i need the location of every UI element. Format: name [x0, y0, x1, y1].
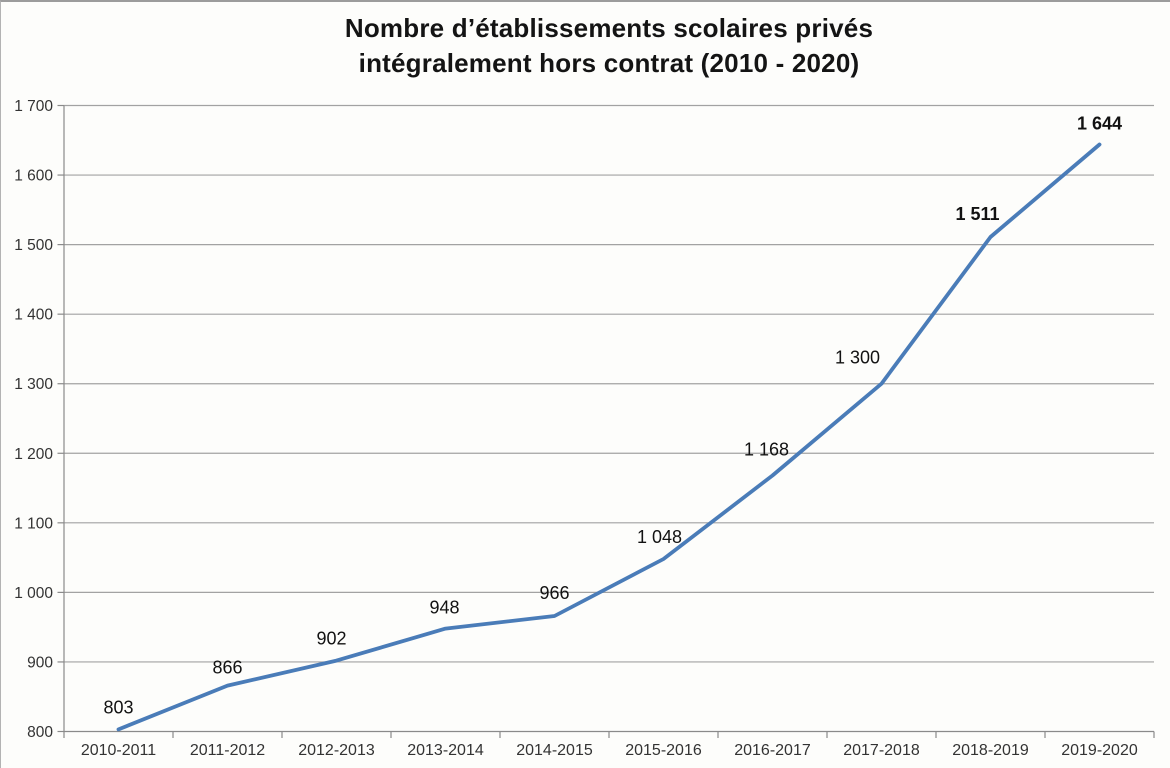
- data-point-label: 948: [429, 598, 459, 618]
- y-tick-label: 1 600: [14, 168, 53, 185]
- chart-title: Nombre d’établissements scolaires privés…: [64, 11, 1154, 81]
- y-tick-label: 800: [27, 724, 53, 741]
- x-tick-label: 2010-2011: [81, 742, 156, 759]
- x-tick-label: 2014-2015: [516, 742, 593, 759]
- series-line: [116, 142, 1102, 732]
- data-point-label: 966: [539, 583, 569, 603]
- data-point-label: 1 644: [1077, 113, 1122, 133]
- data-point-label: 803: [103, 697, 133, 717]
- x-tick-label: 2012-2013: [298, 742, 375, 759]
- y-tick-label: 1 400: [14, 307, 53, 324]
- data-point-label: 1 511: [955, 204, 999, 224]
- chart-title-line2: intégralement hors contrat (2010 - 2020): [358, 48, 860, 78]
- y-tick-label: 1 300: [14, 376, 53, 393]
- data-point-label: 1 048: [637, 527, 682, 547]
- y-tick-label: 1 100: [14, 515, 53, 532]
- x-tick-label: 2017-2018: [843, 742, 920, 759]
- chart-title-line1: Nombre d’établissements scolaires privés: [344, 13, 874, 43]
- data-point-label: 1 168: [744, 440, 789, 460]
- x-tick-label: 2018-2019: [952, 742, 1029, 759]
- x-tick-label: 2013-2014: [407, 742, 484, 759]
- x-tick-label: 2015-2016: [625, 742, 702, 759]
- y-tick-label: 1 700: [14, 98, 53, 115]
- y-tick-label: 1 500: [14, 237, 53, 254]
- y-tick-label: 1 200: [14, 446, 53, 463]
- data-point-label: 1 300: [835, 348, 880, 368]
- y-tick-label: 1 000: [14, 585, 53, 602]
- y-tick-label: 900: [27, 654, 53, 671]
- data-point-label: 902: [316, 629, 346, 649]
- x-tick-label: 2016-2017: [734, 742, 811, 759]
- x-tick-label: 2019-2020: [1061, 742, 1138, 759]
- data-point-label: 866: [212, 658, 242, 678]
- x-tick-label: 2011-2012: [190, 742, 265, 759]
